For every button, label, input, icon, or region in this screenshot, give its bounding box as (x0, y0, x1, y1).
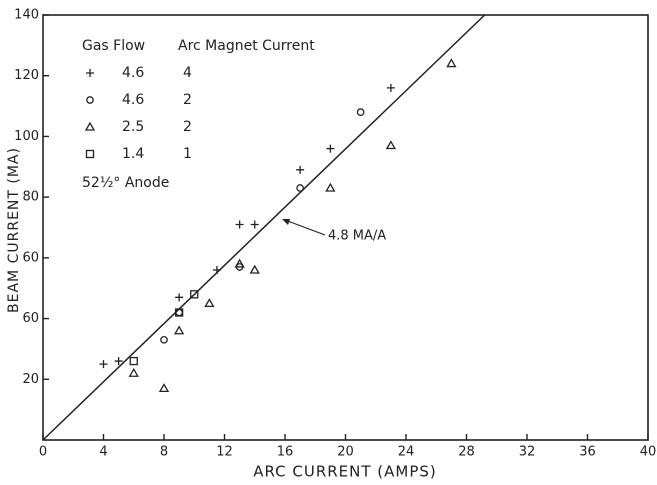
legend-marker (84, 121, 96, 131)
x-tick-label: 40 (640, 445, 657, 460)
legend-arc-current: 1 (183, 146, 192, 162)
x-tick-label: 16 (277, 445, 294, 460)
y-tick-label: 60 (22, 250, 39, 265)
legend-gas-flow: 1.4 (122, 146, 144, 162)
legend-gas-flow: 2.5 (122, 119, 144, 135)
plus-marker (326, 144, 335, 153)
triangle-marker (204, 298, 215, 308)
plus-marker (114, 357, 123, 366)
note: 52½° Anode (82, 175, 169, 191)
circle-marker (356, 108, 365, 116)
legend-arc-current: 2 (183, 119, 192, 135)
legend-marker (85, 149, 95, 159)
y-tick-label: 100 (14, 129, 39, 144)
y-tick-label: 60 (22, 311, 39, 326)
y-tick-label: 140 (14, 8, 39, 23)
triangle-marker (174, 325, 185, 335)
plus-marker (296, 165, 305, 174)
x-tick-label: 12 (216, 445, 233, 460)
x-tick-label: 20 (337, 445, 354, 460)
legend-header: Gas Flow (82, 38, 145, 54)
plus-marker (235, 220, 244, 229)
x-tick-label: 24 (398, 445, 415, 460)
legend-gas-flow: 4.6 (122, 92, 144, 108)
annotation-arrow (284, 219, 326, 236)
y-tick-label: 120 (14, 68, 39, 83)
circle-marker (296, 184, 304, 192)
square-marker (129, 356, 138, 366)
plus-marker (386, 83, 395, 92)
triangle-marker (128, 367, 139, 377)
x-tick-label: 4 (99, 445, 107, 460)
legend-arc-current: 2 (183, 92, 192, 108)
x-tick-label: 32 (519, 445, 536, 460)
y-tick-label: 80 (22, 190, 39, 205)
triangle-marker (325, 182, 336, 192)
x-tick-label: 28 (458, 445, 475, 460)
triangle-marker (249, 264, 260, 274)
fit-label: 4.8 MA/A (328, 229, 386, 244)
legend-marker (86, 96, 94, 104)
plus-marker (175, 293, 184, 302)
fit-line (42, 14, 486, 441)
x-tick-label: 0 (39, 445, 47, 460)
arrow-head (282, 219, 290, 225)
x-tick-label: 36 (579, 445, 596, 460)
plus-marker (99, 360, 108, 369)
legend-marker (86, 69, 94, 77)
legend-gas-flow: 4.6 (122, 65, 144, 81)
x-axis-label: ARC CURRENT (AMPS) (253, 463, 437, 481)
triangle-marker (446, 58, 457, 68)
y-axis-label: BEAM CURRENT (MA) (6, 147, 22, 313)
plus-marker (250, 220, 259, 229)
x-tick-label: 8 (160, 445, 168, 460)
y-tick-label: 20 (22, 372, 39, 387)
circle-marker (160, 335, 168, 344)
triangle-marker (385, 140, 396, 150)
legend-header: Arc Magnet Current (178, 38, 315, 54)
triangle-marker (234, 258, 245, 268)
triangle-marker (158, 383, 170, 393)
square-marker (190, 290, 199, 299)
legend-arc-current: 4 (183, 65, 192, 81)
